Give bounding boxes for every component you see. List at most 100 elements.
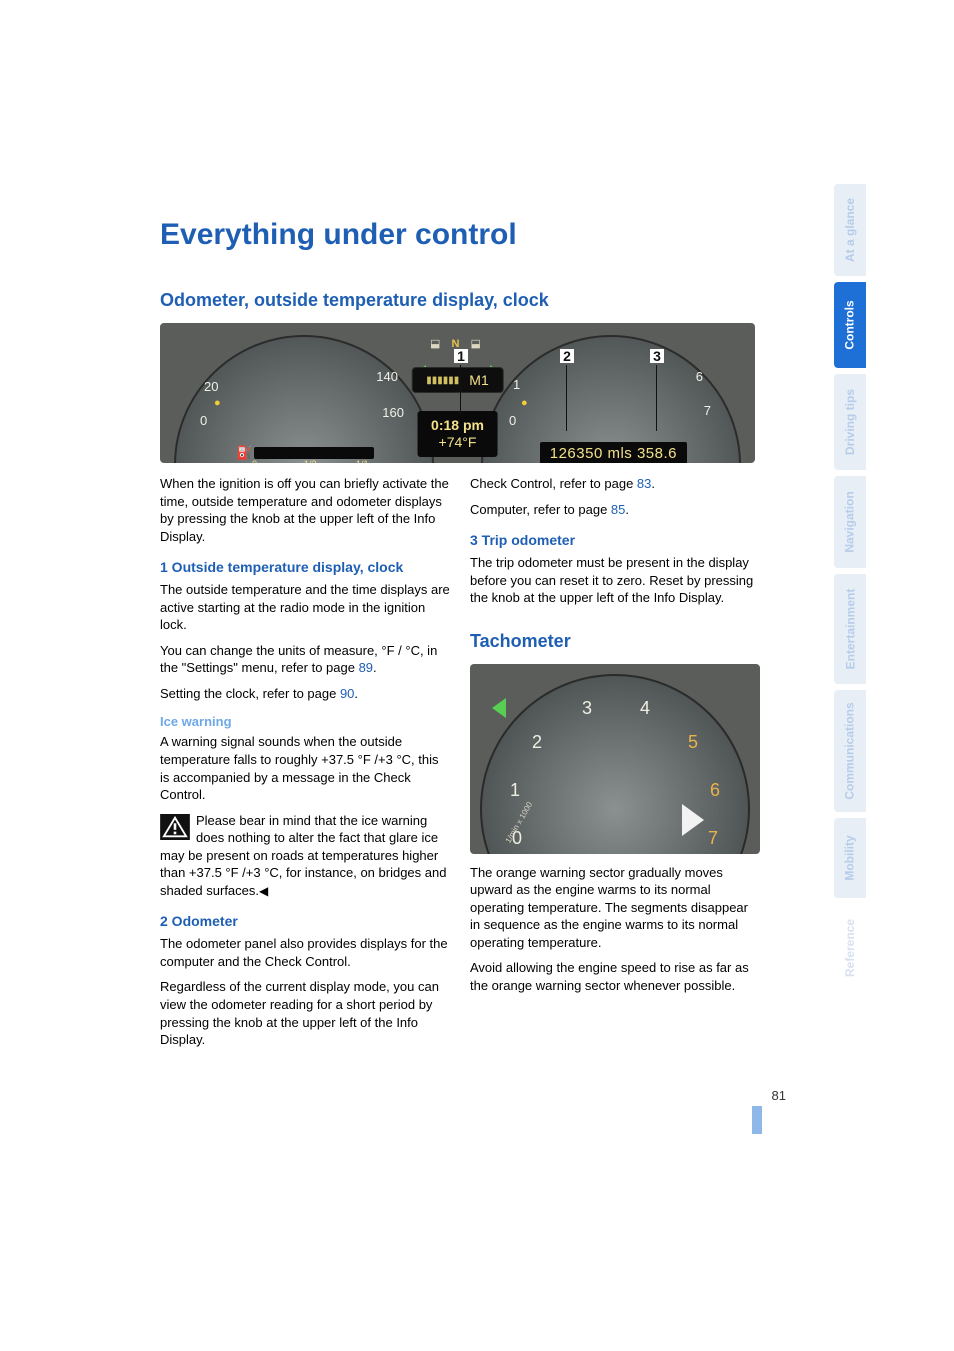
tn3: 3 [582,698,592,719]
two-column-layout: When the ignition is off you can briefly… [160,475,760,1057]
sub1-p3-a: Setting the clock, refer to page [160,686,340,701]
comp-ref: Computer, refer to page 85. [470,501,760,519]
section-title-odometer: Odometer, outside temperature display, c… [160,290,760,311]
tab-reference[interactable]: Reference [834,904,866,992]
sub1-title: 1 Outside temperature display, clock [160,559,450,575]
tach-gauge: 0 1 2 3 4 5 6 7 1/min x 1000 [480,674,750,854]
tach-turn-left-icon [492,698,506,718]
sub2-title: 2 Odometer [160,913,450,929]
sub1-p2: You can change the units of measure, °F … [160,642,450,677]
end-mark-icon: ◀ [259,884,268,898]
sub1-p1: The outside temperature and the time dis… [160,581,450,634]
page-ref-83[interactable]: 83 [637,476,651,491]
tachometer-figure: 0 1 2 3 4 5 6 7 1/min x 1000 [470,664,760,854]
sub2-p1: The odometer panel also provides display… [160,935,450,970]
tn6: 6 [710,780,720,801]
tach-0: 0 [509,413,516,428]
needle-dot-right: ● [521,397,528,409]
gear-scale-icon: ▮▮▮▮▮▮ [426,375,459,386]
tab-label: Communications [843,702,857,799]
comp-b: . [625,502,629,517]
tach-7: 7 [704,403,711,418]
fuel-full: 1/1 [356,459,369,463]
cc-ref: Check Control, refer to page 83. [470,475,760,493]
tach-p2: Avoid allowing the engine speed to rise … [470,959,760,994]
section-title-tachometer: Tachometer [470,631,760,652]
sub1-p3: Setting the clock, refer to page 90. [160,685,450,703]
intro-text: When the ignition is off you can briefly… [160,475,450,545]
speedometer-gauge: 20 0 140 160 ● ⛽ 0 1/2 1/1 [174,335,434,463]
speedo-20: 20 [204,379,218,394]
tach-1: 1 [513,377,520,392]
ice-warning-note: Please bear in mind that the ice warning… [160,812,450,900]
warning-triangle-icon [160,814,190,840]
ice-p1: A warning signal sounds when the outside… [160,733,450,803]
odometer-lcd: 126350 mls 358.6 [540,442,687,463]
fuel-bar: 0 1/2 1/1 [254,447,374,459]
sub3-title: 3 Trip odometer [470,532,760,548]
tab-label: Entertainment [843,589,857,670]
tab-label: Controls [843,300,857,349]
tab-label: Reference [843,919,857,977]
tn4: 4 [640,698,650,719]
tachometer-gauge: 0 1 6 7 ● 126350 mls 358.6 [481,335,741,463]
tach-p1: The orange warning sector gradually move… [470,864,760,952]
cc-a: Check Control, refer to page [470,476,637,491]
sub2-p2: Regardless of the current display mode, … [160,978,450,1048]
tab-communications[interactable]: Communications [834,690,866,812]
tab-label: Mobility [843,835,857,880]
left-column: When the ignition is off you can briefly… [160,475,450,1057]
center-info-display: 0:18 pm +74°F [417,411,498,457]
callout-line-1 [460,365,461,415]
tn7: 7 [708,828,718,849]
fuel-half: 1/2 [304,459,317,463]
tab-controls[interactable]: Controls [834,282,866,368]
compass-w-icon: ⬓ [430,338,444,350]
page-ref-85[interactable]: 85 [611,502,625,517]
tab-navigation[interactable]: Navigation [834,476,866,568]
cc-b: . [651,476,655,491]
speedo-140: 140 [376,369,398,384]
speedo-160: 160 [382,405,404,420]
callout-2: 2 [560,349,574,363]
tab-driving-tips[interactable]: Driving tips [834,374,866,470]
fuel-pump-icon: ⛽ [236,445,252,461]
needle-dot-left: ● [214,397,221,409]
tab-label: Navigation [843,491,857,552]
sub3-p1: The trip odometer must be present in the… [470,554,760,607]
fuel-0: 0 [252,459,257,463]
tab-at-a-glance[interactable]: At a glance [834,184,866,276]
tab-mobility[interactable]: Mobility [834,818,866,898]
callout-line-2 [566,365,567,431]
page-marker [752,1106,762,1134]
clock-value: 0:18 pm [431,417,484,434]
main-title: Everything under control [160,218,760,252]
page-ref-89[interactable]: 89 [359,660,373,675]
compass-e-icon: ⬓ [471,338,485,350]
page-number: 81 [772,1088,786,1103]
gear-lcd: ▮▮▮▮▮▮ M1 [411,367,503,393]
speedo-0: 0 [200,413,207,428]
tab-label: At a glance [843,198,857,262]
callout-3: 3 [650,349,664,363]
tach-pointer-arrow-icon [682,804,704,836]
gear-value: M1 [469,372,488,388]
tab-label: Driving tips [843,389,857,455]
temp-value: +74°F [431,434,484,451]
tn5: 5 [688,732,698,753]
page-content: Everything under control Odometer, outsi… [160,218,760,1057]
sub1-p2-b: . [373,660,377,675]
ice-warning-title: Ice warning [160,714,450,729]
tach-6: 6 [696,369,703,384]
right-column: Check Control, refer to page 83. Compute… [470,475,760,1057]
ice-warn-text: Please bear in mind that the ice warning… [160,813,446,898]
sub1-p3-b: . [354,686,358,701]
tab-entertainment[interactable]: Entertainment [834,574,866,684]
page-ref-90[interactable]: 90 [340,686,354,701]
side-tabs: At a glance Controls Driving tips Navigatio… [834,184,866,998]
sub1-p2-a: You can change the units of measure, °F … [160,643,437,676]
callout-1: 1 [454,349,468,363]
tn2: 2 [532,732,542,753]
callout-line-3 [656,365,657,431]
tn1: 1 [510,780,520,801]
